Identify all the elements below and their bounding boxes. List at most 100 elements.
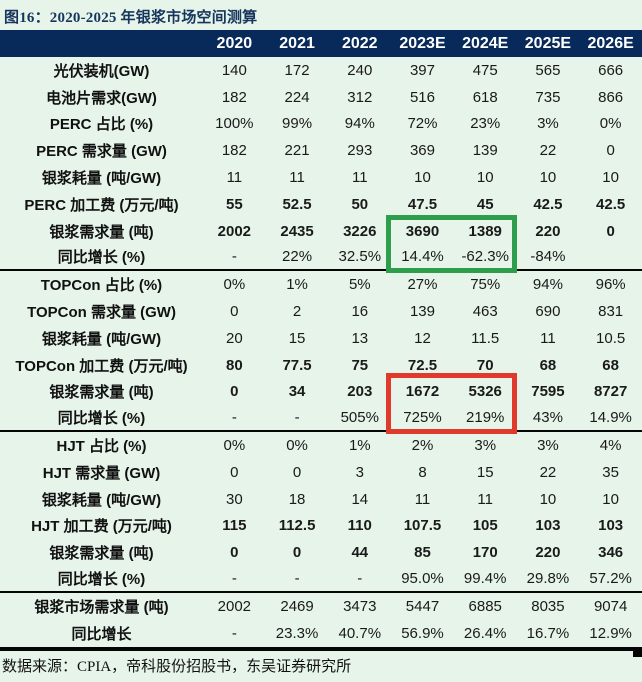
cell-value: 47.5 [407, 195, 438, 213]
cell-value: 0 [230, 544, 239, 562]
cell-value: - [294, 409, 300, 427]
cell-value: 12.9% [589, 624, 632, 642]
cell-value: - [294, 570, 300, 588]
cell-value: 12 [414, 329, 431, 347]
cell-value: 68 [602, 356, 619, 374]
cell-value: 3473 [343, 597, 377, 615]
cell-value: 0 [230, 303, 239, 321]
cell-value: 99% [282, 115, 313, 133]
cell-value: 32.5% [338, 248, 382, 266]
cell-value: 23.3% [275, 624, 319, 642]
cell-value: 735 [535, 88, 561, 106]
table-row: 银浆耗量 (吨/GW) 20 15 13 12 11.5 11 10.5 [0, 325, 642, 352]
cell-value: 29.8% [526, 570, 570, 588]
cell-value: 219% [466, 409, 505, 427]
row-label: 银浆耗量 (吨/GW) [41, 170, 162, 188]
cell-value: 50 [351, 195, 369, 213]
row-label: 银浆需求量 (吨) [49, 545, 154, 563]
cell-value: 463 [472, 303, 498, 321]
cell-value: - [231, 570, 237, 588]
cell-value: 5326 [468, 383, 502, 401]
row-label: 同比增长 (%) [57, 249, 146, 267]
cell-value: 15 [288, 329, 306, 347]
cell-value: 475 [472, 61, 498, 79]
cell-value: - [357, 570, 363, 588]
cell-value: 34 [288, 383, 306, 401]
cell-value: 44 [351, 544, 369, 562]
cell-value: 27% [407, 276, 438, 294]
table-edge-mark [633, 650, 642, 657]
table-row: TOPCon 占比 (%) 0% 1% 5% 27% 75% 94% 96% [0, 271, 642, 298]
cell-value: 103 [598, 517, 624, 535]
table-header-row: 2020 2021 2022 2023E 2024E 2025E 2026E [0, 30, 642, 57]
cell-value: 11 [226, 169, 243, 187]
table-body: 光伏装机(GW) 140 172 240 397 475 565 666 电池片需求(GW) 18… [0, 57, 642, 651]
row-label: HJT 加工费 (万元/吨) [31, 518, 172, 536]
cell-value: 11 [477, 490, 493, 508]
cell-value: 23% [470, 115, 501, 133]
cell-value: 75 [351, 356, 369, 374]
cell-value: 170 [472, 544, 498, 562]
cell-value: 14 [351, 490, 369, 508]
cell-value: 4% [599, 437, 622, 455]
cell-value: 11 [351, 169, 368, 187]
cell-value: - [231, 624, 237, 642]
header-year: 2023E [399, 34, 446, 52]
cell-value: 110 [347, 517, 372, 535]
cell-value: 105 [472, 517, 498, 535]
cell-value: 10 [602, 169, 619, 187]
cell-value: 72.5 [407, 356, 438, 374]
cell-value: 9074 [593, 597, 628, 615]
row-label: TOPCon 需求量 (GW) [27, 304, 176, 322]
header-year: 2021 [279, 34, 315, 52]
header-year: 2020 [216, 34, 253, 52]
cell-value: 115 [222, 517, 247, 535]
row-label: 银浆市场需求量 (吨) [34, 598, 169, 616]
cell-value: 10 [539, 169, 557, 187]
cell-value: 72% [407, 115, 438, 133]
table-row: TOPCon 加工费 (万元/吨) 80 77.5 75 72.5 70 68 68 [0, 352, 642, 379]
table-row: 银浆需求量 (吨) 0 0 44 85 170 220 346 [0, 539, 642, 566]
cell-value: 2 [292, 303, 302, 321]
cell-value: 182 [221, 88, 247, 106]
cell-value: 220 [535, 544, 561, 562]
cell-value: 43% [532, 409, 563, 427]
cell-value: 312 [347, 88, 373, 106]
table-row: 银浆市场需求量 (吨) 2002 2469 3473 5447 6885 8035 9074 [0, 593, 642, 620]
cell-value: 94% [344, 115, 375, 133]
table-row: 同比增长 (%) - - 505% 725% 219% 43% 14.9% [0, 405, 642, 433]
cell-value: 346 [598, 544, 624, 562]
cell-value: 369 [409, 142, 435, 160]
table-row: HJT 占比 (%) 0% 0% 1% 2% 3% 3% 4% [0, 432, 642, 459]
cell-value: 221 [284, 142, 310, 160]
cell-value: 42.5 [533, 195, 563, 213]
table-row: 银浆耗量 (吨/GW) 30 18 14 11 11 10 10 [0, 486, 642, 513]
cell-value: 0 [292, 544, 302, 562]
row-label: HJT 需求量 (GW) [42, 464, 161, 482]
cell-value: 100% [215, 115, 254, 133]
table-row: 同比增长 - 23.3% 40.7% 56.9% 26.4% 16.7% 12.9% [0, 620, 642, 647]
row-label: 光伏装机(GW) [53, 62, 150, 80]
row-label: TOPCon 加工费 (万元/吨) [15, 357, 188, 375]
row-label: TOPCon 占比 (%) [40, 277, 163, 295]
cell-value: 10.5 [596, 329, 626, 347]
cell-value: 220 [535, 222, 561, 240]
cell-value: 107.5 [403, 517, 442, 535]
row-label: 同比增长 (%) [57, 571, 146, 589]
cell-value: 8 [418, 463, 427, 481]
cell-value: 57.2% [589, 570, 632, 588]
table-row: PERC 加工费 (万元/吨) 55 52.5 50 47.5 45 42.5 42.5 [0, 191, 642, 218]
cell-value: 85 [414, 544, 431, 562]
cell-value: 13 [351, 329, 369, 347]
cell-value: 22 [539, 463, 557, 481]
cell-value: 182 [221, 142, 247, 160]
cell-value: 3690 [405, 222, 440, 240]
cell-value: 725% [403, 409, 442, 427]
cell-value: 10 [539, 490, 557, 508]
table-row: 银浆需求量 (吨) 2002 2435 3226 3690 1389 220 0 [0, 218, 642, 245]
table-row: 银浆需求量 (吨) 0 34 203 1672 5326 7595 8727 [0, 379, 642, 406]
cell-value: 2469 [280, 597, 314, 615]
cell-value: 139 [409, 303, 435, 321]
row-label: 银浆需求量 (吨) [49, 384, 154, 402]
